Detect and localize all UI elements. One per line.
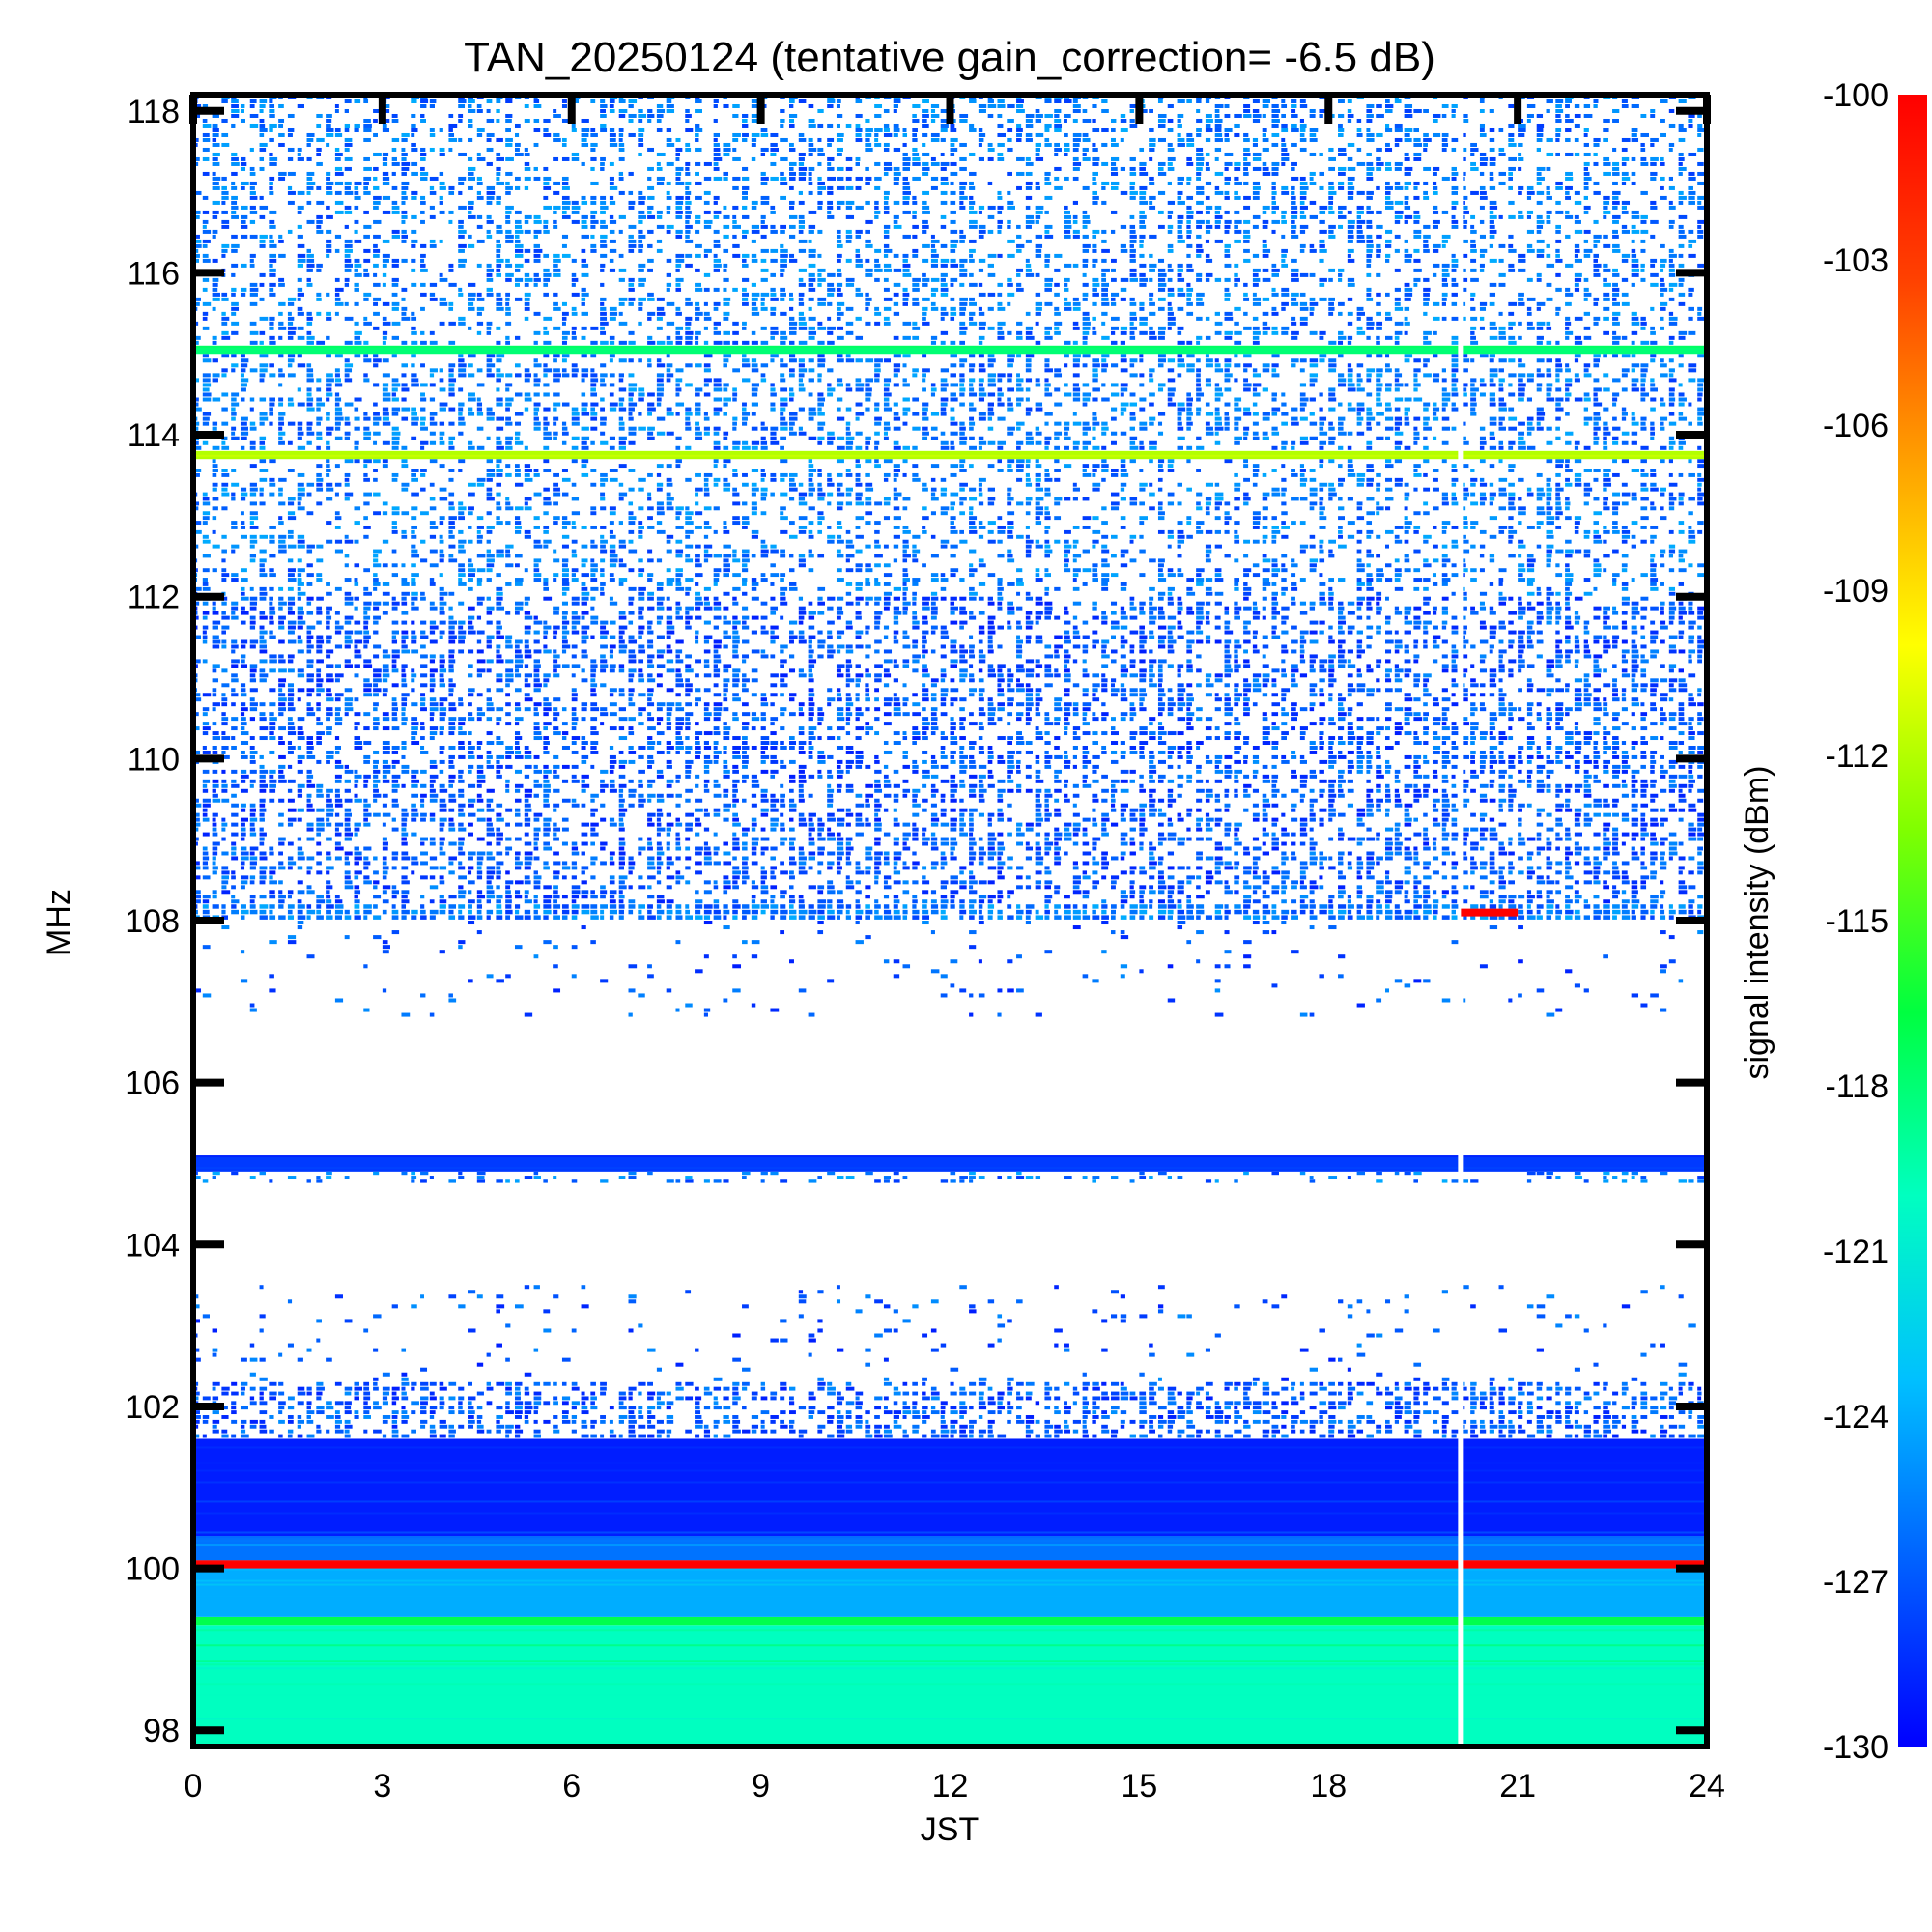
colorbar xyxy=(1898,95,1927,1747)
x-tick-label: 6 xyxy=(562,1768,581,1804)
y-tick-label: 102 xyxy=(125,1389,180,1426)
y-axis-tick-labels: 98 100 102 104 106 108 110 112 114 116 118 xyxy=(125,94,180,1749)
x-tick-label: 9 xyxy=(752,1768,770,1804)
spectrum-band xyxy=(193,1381,1706,1438)
spectrum-band xyxy=(193,1438,1707,1537)
colorbar-label: signal intensity (dBm) xyxy=(1739,765,1776,1079)
x-tick-label: 3 xyxy=(373,1768,391,1804)
x-tick-label: 0 xyxy=(185,1768,203,1804)
spectrum-band xyxy=(193,345,1707,355)
colorbar-tick-label: -112 xyxy=(1825,738,1889,775)
spectrum-band xyxy=(193,450,1707,460)
colorbar-tick-label: -106 xyxy=(1823,408,1889,444)
plot-area xyxy=(193,95,1707,1747)
spectrum-band xyxy=(193,1616,1707,1626)
x-tick-label: 15 xyxy=(1121,1768,1157,1804)
data-gap xyxy=(1458,95,1464,1747)
colorbar-tick-label: -109 xyxy=(1823,573,1889,610)
colorbar-tick-label: -100 xyxy=(1823,77,1889,114)
spectrum-band xyxy=(193,1536,1707,1561)
colorbar-tick-label: -127 xyxy=(1823,1564,1889,1601)
x-axis-tick-labels: 0 3 6 9 12 15 18 21 24 xyxy=(185,1768,1725,1804)
colorbar-tick-label: -124 xyxy=(1823,1399,1889,1435)
y-tick-label: 104 xyxy=(125,1227,180,1264)
spectrum-band xyxy=(193,95,1706,345)
y-tick-label: 106 xyxy=(125,1065,180,1102)
short-signal xyxy=(1461,908,1519,917)
spectrum-band xyxy=(193,921,1704,1017)
y-axis-label: MHz xyxy=(41,889,77,956)
colorbar-tick-label: -103 xyxy=(1823,242,1889,279)
y-tick-label: 100 xyxy=(125,1551,180,1588)
spectrum-band xyxy=(193,1625,1707,1747)
y-tick-label: 108 xyxy=(125,903,180,940)
colorbar-tick-label: -121 xyxy=(1823,1234,1889,1270)
spectrum-band xyxy=(193,1560,1707,1569)
spectrum-band xyxy=(193,596,1706,904)
spectrum-band xyxy=(193,1285,1696,1381)
y-tick-label: 118 xyxy=(128,94,180,130)
y-tick-label: 110 xyxy=(128,741,180,778)
x-axis-label: JST xyxy=(921,1811,979,1848)
colorbar-tick-label: -118 xyxy=(1825,1068,1889,1105)
x-tick-label: 18 xyxy=(1310,1768,1347,1804)
chart-title: TAN_20250124 (tentative gain_correction=… xyxy=(464,34,1435,81)
x-tick-label: 21 xyxy=(1499,1768,1536,1804)
spectrum-band xyxy=(193,1171,1706,1183)
spectrum-band xyxy=(193,1568,1707,1617)
colorbar-tick-label: -115 xyxy=(1825,903,1889,940)
plot-frame xyxy=(190,92,1710,1749)
spectrum-band xyxy=(193,1155,1707,1172)
spectrum-band xyxy=(193,459,1706,596)
y-tick-label: 114 xyxy=(128,417,180,454)
spectrum-band xyxy=(193,354,1706,450)
y-tick-label: 112 xyxy=(128,580,180,616)
colorbar-tick-labels: -100 -103 -106 -109 -112 -115 -118 -121 -124 -127… xyxy=(1823,77,1889,1766)
x-tick-label: 24 xyxy=(1689,1768,1725,1804)
y-tick-label: 98 xyxy=(143,1713,180,1749)
y-tick-label: 116 xyxy=(128,255,180,292)
colorbar-tick-label: -130 xyxy=(1823,1729,1889,1766)
x-tick-label: 12 xyxy=(932,1768,969,1804)
